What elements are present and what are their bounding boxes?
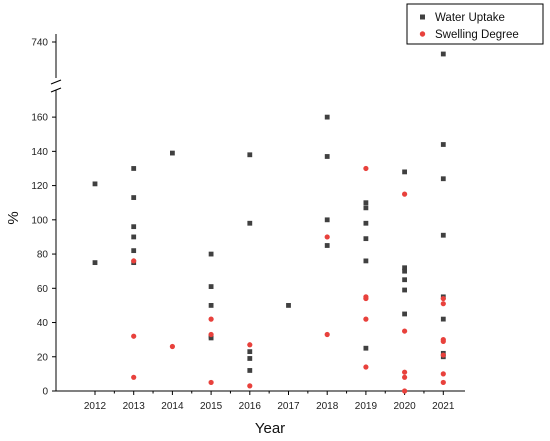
water-uptake-point	[131, 234, 137, 240]
water-uptake-point	[402, 277, 407, 283]
swelling-degree-point	[131, 374, 137, 380]
swelling-degree-point	[402, 369, 408, 375]
water-uptake-point	[363, 200, 369, 206]
x-tick-label: 2016	[239, 401, 262, 412]
x-tick-label: 2012	[84, 401, 107, 412]
water-uptake-point	[131, 195, 137, 200]
x-axis-title: Year	[255, 420, 285, 437]
water-uptake-point	[440, 51, 446, 57]
x-tick-label: 2020	[393, 401, 416, 412]
water-uptake-point	[440, 232, 446, 238]
water-uptake-point	[208, 284, 214, 289]
water-uptake-point	[247, 349, 253, 355]
y-tick-label: 80	[37, 250, 49, 261]
swelling-degree-point	[208, 379, 214, 386]
water-uptake-point	[440, 316, 446, 322]
axis-break-mark	[50, 87, 62, 93]
water-uptake-point	[363, 220, 369, 226]
y-tick-label: 140	[31, 147, 48, 158]
swelling-degree-point	[247, 342, 253, 348]
swelling-degree-point	[208, 331, 214, 338]
legend-box	[406, 3, 544, 45]
water-uptake-point	[402, 268, 407, 274]
swelling-degree-point	[363, 364, 369, 370]
swelling-degree-point	[208, 316, 214, 322]
water-uptake-point	[402, 287, 407, 293]
water-uptake-point	[208, 251, 214, 257]
legend-swatch-swelling-degree	[419, 31, 426, 37]
swelling-degree-point	[440, 338, 446, 344]
water-uptake-point	[92, 181, 98, 187]
swelling-degree-point	[169, 343, 175, 350]
y-tick-label: 160	[31, 113, 48, 124]
water-uptake-point	[324, 243, 330, 248]
y-tick-label: 100	[31, 215, 48, 226]
axis-break-mark	[50, 79, 62, 85]
swelling-degree-point	[131, 258, 137, 264]
water-uptake-point	[324, 114, 330, 120]
x-tick-label: 2018	[316, 401, 339, 412]
swelling-degree-point	[363, 295, 369, 302]
swelling-degree-point	[363, 316, 369, 322]
water-uptake-point	[247, 220, 253, 226]
y-tick-label: 0	[42, 387, 48, 398]
swelling-degree-point	[324, 331, 330, 338]
x-tick-label: 2013	[123, 401, 146, 412]
y-axis-title: %	[5, 211, 22, 224]
water-uptake-point	[363, 258, 369, 264]
water-uptake-point	[131, 166, 137, 171]
y-tick-label: 740	[31, 38, 48, 49]
water-uptake-point	[440, 176, 446, 182]
legend: Water Uptake Swelling Degree	[406, 3, 544, 45]
water-uptake-point	[170, 150, 175, 156]
swelling-degree-point	[402, 328, 408, 334]
swelling-degree-point	[440, 371, 446, 377]
x-tick-label: 2014	[161, 401, 184, 412]
swelling-degree-point	[402, 388, 408, 394]
swelling-degree-point	[402, 191, 408, 197]
legend-label-swelling-degree: Swelling Degree	[435, 29, 519, 41]
water-uptake-point	[92, 260, 98, 266]
y-tick-label: 20	[37, 352, 49, 363]
swelling-degree-point	[440, 295, 446, 302]
swelling-degree-point	[440, 352, 446, 358]
water-uptake-point	[247, 368, 253, 373]
water-uptake-point	[324, 154, 330, 159]
swelling-degree-point	[440, 379, 446, 386]
swelling-degree-point	[247, 383, 253, 389]
swelling-degree-point	[363, 165, 369, 172]
swelling-degree-point	[440, 301, 446, 307]
y-tick-label: 60	[37, 284, 49, 295]
data-points	[92, 51, 446, 394]
y-tick-label: 40	[37, 318, 49, 329]
swelling-degree-point	[324, 234, 330, 240]
axes: 0 20 40 60 80 100 120 140 160 740 2012 2013 2014 2015…	[31, 34, 465, 412]
water-uptake-point	[363, 205, 369, 211]
water-uptake-point	[324, 217, 330, 223]
water-uptake-point	[363, 236, 369, 242]
x-tick-label: 2015	[200, 401, 223, 412]
water-uptake-point	[440, 142, 446, 147]
water-uptake-point	[402, 169, 407, 175]
water-uptake-point	[208, 335, 214, 341]
y-tick-label: 120	[31, 181, 48, 192]
x-tick-label: 2017	[277, 401, 300, 412]
x-tick-label: 2021	[432, 401, 455, 412]
water-uptake-point	[131, 224, 137, 230]
legend-label-water-uptake: Water Uptake	[435, 12, 505, 24]
swelling-degree-point	[402, 374, 408, 380]
water-uptake-point	[363, 345, 369, 351]
legend-swatch-water-uptake	[420, 14, 425, 20]
water-uptake-point	[402, 311, 407, 317]
swelling-degree-point	[131, 333, 137, 339]
water-uptake-point	[247, 152, 253, 158]
water-uptake-point	[208, 303, 214, 308]
x-tick-label: 2019	[355, 401, 378, 412]
water-uptake-point	[131, 248, 137, 254]
water-uptake-point	[402, 265, 407, 271]
water-uptake-point	[286, 303, 291, 308]
water-uptake-point	[247, 356, 253, 361]
